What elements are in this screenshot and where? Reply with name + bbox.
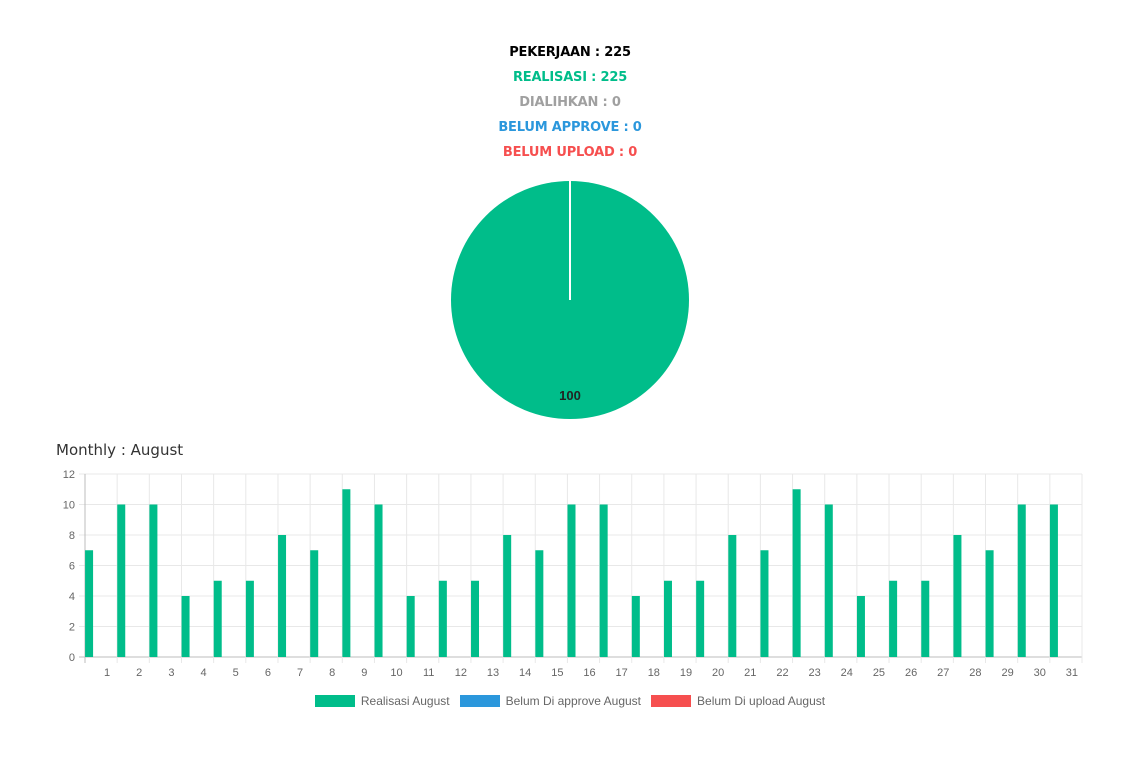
legend-swatch (314, 695, 355, 707)
x-tick-label: 9 (361, 667, 367, 679)
pekerjaan-total: PEKERJAAN : 225 (509, 45, 631, 60)
y-tick-label: 10 (63, 500, 75, 512)
x-tick-label: 13 (487, 667, 499, 679)
bar-realisasi-august[interactable] (1017, 504, 1026, 658)
x-tick-label: 10 (390, 667, 402, 679)
bar-realisasi-august[interactable] (181, 596, 190, 657)
x-tick-label: 11 (423, 667, 434, 679)
belum-approve-total: BELUM APPROVE : 0 (498, 120, 642, 135)
legend-item[interactable]: Belum Di approve August (459, 694, 642, 708)
bar-realisasi-august[interactable] (310, 550, 319, 657)
y-tick-label: 0 (69, 652, 75, 664)
summary-panel: PEKERJAAN : 225 REALISASI : 225 DIALIHKA… (0, 42, 1140, 167)
x-tick-label: 19 (680, 667, 692, 679)
bar-realisasi-august[interactable] (889, 580, 898, 657)
bar-realisasi-august[interactable] (1049, 504, 1058, 658)
x-tick-label: 26 (905, 667, 917, 679)
y-tick-label: 4 (69, 591, 75, 603)
y-tick-label: 2 (69, 622, 75, 634)
y-tick-label: 6 (69, 561, 75, 573)
bar-realisasi-august[interactable] (792, 489, 801, 657)
x-tick-label: 18 (648, 667, 660, 679)
x-tick-label: 7 (297, 667, 303, 679)
x-tick-label: 31 (1066, 667, 1078, 679)
bar-realisasi-august[interactable] (728, 535, 737, 657)
x-tick-label: 14 (519, 667, 531, 679)
legend-label: Belum Di approve August (505, 694, 642, 708)
x-tick-label: 28 (969, 667, 981, 679)
legend-swatch (459, 695, 500, 707)
x-tick-label: 1 (104, 667, 110, 679)
x-tick-label: 24 (841, 667, 853, 679)
y-tick-label: 8 (69, 530, 75, 542)
bar-realisasi-august[interactable] (663, 580, 672, 657)
x-tick-label: 4 (201, 667, 207, 679)
bar-realisasi-august[interactable] (149, 504, 158, 658)
x-tick-label: 12 (455, 667, 467, 679)
x-tick-label: 3 (168, 667, 174, 679)
x-tick-label: 29 (1001, 667, 1013, 679)
belum-upload-total: BELUM UPLOAD : 0 (502, 145, 638, 160)
legend-item[interactable]: Belum Di upload August (651, 694, 825, 708)
bar-realisasi-august[interactable] (278, 535, 287, 657)
x-tick-label: 5 (233, 667, 239, 679)
bar-realisasi-august[interactable] (599, 504, 608, 658)
bar-realisasi-august[interactable] (438, 580, 447, 657)
monthly-title: Monthly : August (56, 441, 184, 459)
dialihkan-total: DIALIHKAN : 0 (519, 95, 621, 110)
pie-data-label: 100 (559, 388, 581, 403)
legend-label: Belum Di upload August (697, 694, 826, 708)
x-tick-label: 30 (1034, 667, 1046, 679)
bar-realisasi-august[interactable] (471, 580, 480, 657)
bar-realisasi-august[interactable] (760, 550, 769, 657)
bar-realisasi-august[interactable] (535, 550, 544, 657)
x-tick-label: 27 (937, 667, 949, 679)
bar-realisasi-august[interactable] (824, 504, 833, 658)
bar-realisasi-august[interactable] (985, 550, 994, 657)
bar-realisasi-august[interactable] (245, 580, 254, 657)
bar-realisasi-august[interactable] (406, 596, 415, 657)
bar-realisasi-august[interactable] (631, 596, 640, 657)
x-tick-label: 16 (583, 667, 595, 679)
bar-realisasi-august[interactable] (213, 580, 222, 657)
legend-label: Realisasi August (360, 694, 450, 708)
bar-realisasi-august[interactable] (374, 504, 383, 658)
bar-realisasi-august[interactable] (921, 580, 930, 657)
bar-realisasi-august[interactable] (953, 535, 962, 657)
x-tick-label: 15 (551, 667, 563, 679)
x-tick-label: 17 (616, 667, 628, 679)
pie-chart[interactable]: 100 (440, 170, 700, 430)
x-tick-label: 22 (776, 667, 788, 679)
legend-swatch (651, 695, 692, 707)
x-tick-label: 2 (136, 667, 142, 679)
y-tick-label: 12 (63, 469, 75, 481)
bar-realisasi-august[interactable] (856, 596, 865, 657)
bar-realisasi-august[interactable] (85, 550, 94, 657)
bar-realisasi-august[interactable] (503, 535, 512, 657)
x-tick-label: 8 (329, 667, 335, 679)
bar-realisasi-august[interactable] (117, 504, 126, 658)
bar-realisasi-august[interactable] (342, 489, 351, 657)
x-tick-label: 25 (873, 667, 885, 679)
realisasi-total: REALISASI : 225 (512, 70, 628, 85)
x-tick-label: 21 (744, 667, 756, 679)
x-tick-label: 23 (809, 667, 821, 679)
x-tick-label: 20 (712, 667, 724, 679)
bar-realisasi-august[interactable] (567, 504, 576, 658)
bar-realisasi-august[interactable] (696, 580, 705, 657)
x-tick-label: 6 (265, 667, 271, 679)
chart-legend: Realisasi August Belum Di approve August B… (0, 694, 1140, 708)
legend-item[interactable]: Realisasi August (314, 694, 450, 708)
